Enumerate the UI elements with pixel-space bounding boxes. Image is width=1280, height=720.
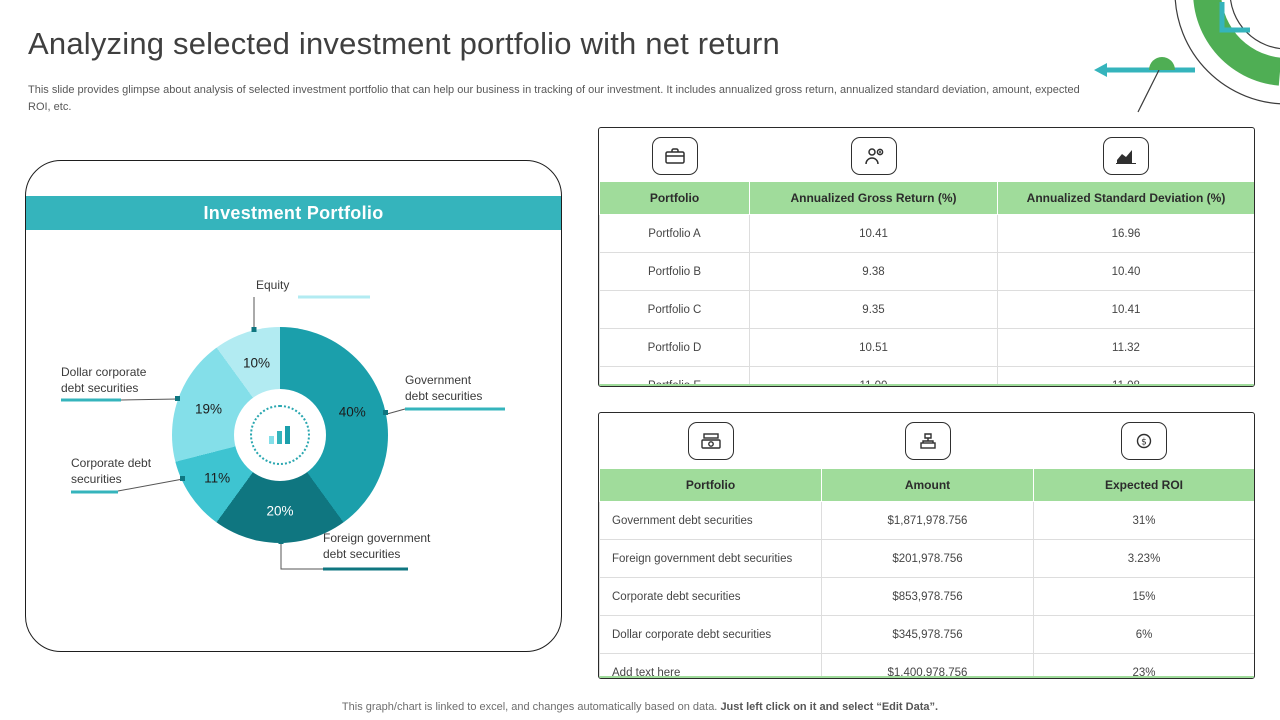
table-cell: $1,400,978.756 <box>821 653 1034 678</box>
table-cell: 10.41 <box>997 290 1254 329</box>
table-row: Dollar corporate debt securities $345,978… <box>599 615 1254 654</box>
table-row: Portfolio B 9.38 10.40 <box>599 252 1254 291</box>
table-cell: $345,978.756 <box>821 615 1034 654</box>
table-cell: 10.51 <box>749 328 998 367</box>
table-row: Add text here $1,400,978.756 23% <box>599 653 1254 678</box>
table-cell: $1,871,978.756 <box>821 501 1034 540</box>
table-cell: 11.08 <box>997 366 1254 386</box>
callout-label: Corporate debt securities <box>71 456 152 486</box>
green-dome-shape <box>1149 57 1175 70</box>
area-chart-icon <box>1103 137 1149 175</box>
pin-stick-line <box>1137 69 1160 113</box>
table-row: Foreign government debt securities $201,9… <box>599 539 1254 578</box>
table-cell: 9.38 <box>749 252 998 291</box>
callout-foreign-government: Foreign government debt securities <box>323 531 445 562</box>
table-cell: 16.96 <box>997 214 1254 253</box>
table-row: Portfolio D 10.51 11.32 <box>599 328 1254 367</box>
callout-corporate: Corporate debt securities <box>71 456 161 487</box>
table-cell: 9.35 <box>749 290 998 329</box>
table-row: Government debt securities $1,871,978.756… <box>599 501 1254 540</box>
table-row: Portfolio C 9.35 10.41 <box>599 290 1254 329</box>
pie-percent-label: 10% <box>242 355 271 371</box>
page-subtitle: This slide provides glimpse about analys… <box>28 84 1080 114</box>
table-cell: Portfolio B <box>599 252 750 291</box>
table-cell: Portfolio D <box>599 328 750 367</box>
pie-percent-label: 20% <box>266 503 294 519</box>
table-row: Corporate debt securities $853,978.756 15% <box>599 577 1254 616</box>
callout-government: Government debt securities <box>405 373 497 404</box>
roi-table-card: $ Portfolio Amount Expected ROI Government … <box>598 412 1255 679</box>
corner-decoration-graphic <box>1094 0 1280 113</box>
dollar-rotation-icon: $ <box>1121 422 1167 460</box>
table-cell: Corporate debt securities <box>599 577 822 616</box>
bar-chart-icon <box>250 405 310 465</box>
header-row: Portfolio Annualized Gross Return (%) Annu… <box>599 181 1254 215</box>
footer-note: This graph/chart is linked to excel, and… <box>0 701 1280 713</box>
column-header: Annualized Standard Deviation (%) <box>997 181 1254 215</box>
table-cell: Government debt securities <box>599 501 822 540</box>
returns-table-card: Portfolio Annualized Gross Return (%) Annu… <box>598 127 1255 387</box>
table-cell: Dollar corporate debt securities <box>599 615 822 654</box>
callout-label: Dollar corporate debt securities <box>61 365 147 395</box>
investor-icon <box>851 137 897 175</box>
table-cell: Add text here <box>599 653 822 678</box>
pie-percent-label: 11% <box>204 470 231 486</box>
header-row: Portfolio Amount Expected ROI <box>599 468 1254 502</box>
table-cell: Portfolio C <box>599 290 750 329</box>
roi-table[interactable]: Portfolio Amount Expected ROI Government de… <box>599 468 1254 678</box>
briefcase-icon <box>652 137 698 175</box>
column-header: Annualized Gross Return (%) <box>749 181 998 215</box>
table-cell: 11.32 <box>997 328 1254 367</box>
arrow-head <box>1094 63 1107 77</box>
table-cell: Portfolio A <box>599 214 750 253</box>
pie-percent-label: 19% <box>194 401 222 417</box>
callout-label: Foreign government debt securities <box>323 531 431 561</box>
footer-text: This graph/chart is linked to excel, and… <box>341 701 721 713</box>
tax-icon <box>905 422 951 460</box>
cash-icon <box>688 422 734 460</box>
table-cell: 11.00 <box>749 366 998 386</box>
green-arc-shape <box>1193 0 1280 86</box>
callout-dollar-corporate: Dollar corporate debt securities <box>61 365 163 396</box>
table-cell: 10.41 <box>749 214 998 253</box>
donut-hole <box>234 389 326 481</box>
table-cell: 3.23% <box>1033 539 1254 578</box>
table-cell: $201,978.756 <box>821 539 1034 578</box>
table-cell: $853,978.756 <box>821 577 1034 616</box>
svg-text:$: $ <box>1141 438 1147 448</box>
column-header: Portfolio <box>599 181 750 215</box>
table-cell: 15% <box>1033 577 1254 616</box>
table-cell: 10.40 <box>997 252 1254 291</box>
callout-equity: Equity <box>256 278 289 294</box>
investment-portfolio-card: Investment Portfolio 40% 20% 11% 19% 10% <box>25 160 562 652</box>
teal-elbow-line <box>1219 2 1250 33</box>
table-row: Portfolio A 10.41 16.96 <box>599 214 1254 253</box>
page-title: Analyzing selected investment portfolio … <box>28 26 780 61</box>
callout-label: Equity <box>256 278 290 292</box>
column-header: Expected ROI <box>1033 468 1254 502</box>
card-title-banner: Investment Portfolio <box>26 196 561 230</box>
returns-table[interactable]: Portfolio Annualized Gross Return (%) Annu… <box>599 181 1254 386</box>
footer-bold-text: Just left click on it and select “Edit D… <box>720 701 939 713</box>
table-cell: Portfolio E <box>599 366 750 386</box>
table-row: Portfolio E 11.00 11.08 <box>599 366 1254 386</box>
callout-label: Government debt securities <box>405 373 483 403</box>
column-header: Amount <box>821 468 1034 502</box>
pie-percent-label: 40% <box>338 404 366 419</box>
table-cell: 6% <box>1033 615 1254 654</box>
column-header: Portfolio <box>599 468 822 502</box>
portfolio-donut-chart[interactable]: 40% 20% 11% 19% 10% <box>172 327 388 543</box>
table-cell: 31% <box>1033 501 1254 540</box>
table-cell: 23% <box>1033 653 1254 678</box>
table-cell: Foreign government debt securities <box>599 539 822 578</box>
